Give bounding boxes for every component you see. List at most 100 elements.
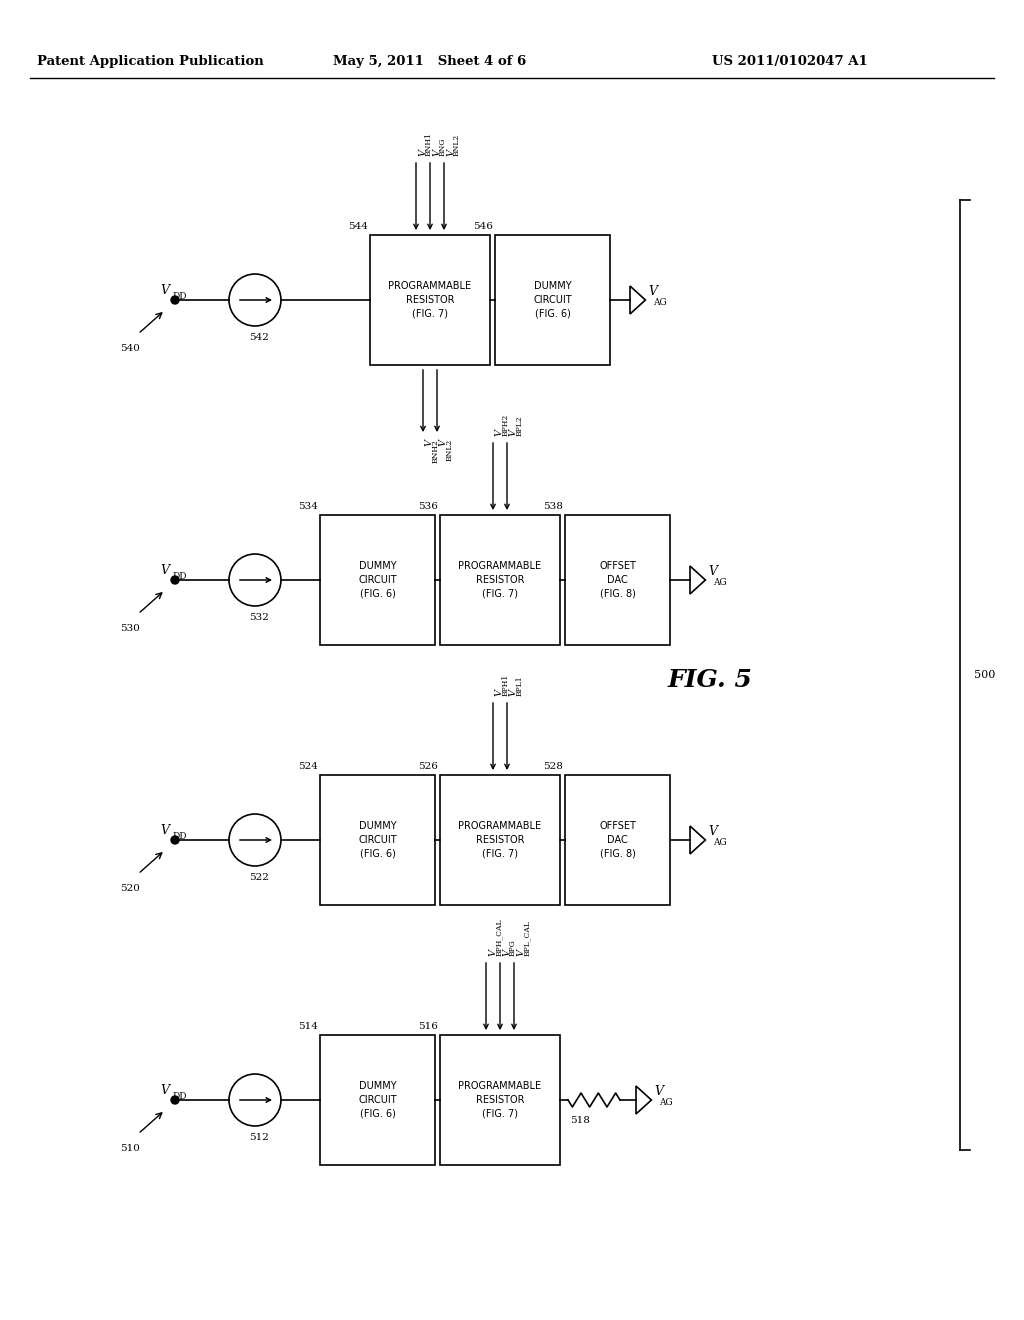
Bar	[319, 775, 435, 906]
Text: 514: 514	[298, 1022, 318, 1031]
Text: PROGRAMMABLE: PROGRAMMABLE	[459, 821, 542, 832]
Text: FIG. 5: FIG. 5	[668, 668, 753, 692]
Text: Patent Application Publication: Patent Application Publication	[37, 55, 263, 69]
Text: 526: 526	[418, 762, 438, 771]
Text: 512: 512	[249, 1133, 269, 1142]
Text: 542: 542	[249, 333, 269, 342]
Text: BPH_CAL: BPH_CAL	[495, 919, 503, 956]
Text: V: V	[432, 149, 441, 156]
Text: DAC: DAC	[607, 576, 628, 585]
Text: DAC: DAC	[607, 836, 628, 845]
Text: CIRCUIT: CIRCUIT	[358, 836, 397, 845]
Text: V: V	[160, 824, 169, 837]
Text: 540: 540	[120, 345, 140, 352]
Text: V: V	[495, 689, 504, 696]
Text: (FIG. 8): (FIG. 8)	[600, 849, 636, 859]
Text: BPL1: BPL1	[516, 676, 524, 696]
Text: CIRCUIT: CIRCUIT	[358, 576, 397, 585]
Text: 538: 538	[543, 502, 563, 511]
Text: PROGRAMMABLE: PROGRAMMABLE	[388, 281, 472, 290]
Text: (FIG. 6): (FIG. 6)	[535, 309, 570, 319]
Text: V: V	[509, 429, 518, 436]
Text: OFFSET: OFFSET	[599, 821, 636, 832]
Circle shape	[171, 1096, 179, 1104]
Text: (FIG. 8): (FIG. 8)	[600, 589, 636, 599]
Text: DUMMY: DUMMY	[358, 1081, 396, 1092]
Text: BNH1: BNH1	[425, 132, 433, 156]
Text: V: V	[160, 564, 169, 577]
Text: V: V	[418, 149, 427, 156]
Text: V: V	[502, 949, 511, 956]
Text: 516: 516	[418, 1022, 438, 1031]
Text: DD: DD	[173, 573, 187, 581]
Text: May 5, 2011   Sheet 4 of 6: May 5, 2011 Sheet 4 of 6	[334, 55, 526, 69]
Text: AG: AG	[659, 1098, 673, 1106]
Text: 528: 528	[543, 762, 563, 771]
Text: RESISTOR: RESISTOR	[476, 836, 524, 845]
Text: OFFSET: OFFSET	[599, 561, 636, 572]
Text: V: V	[439, 440, 449, 446]
Bar	[565, 775, 670, 906]
Text: RESISTOR: RESISTOR	[476, 576, 524, 585]
Text: (FIG. 7): (FIG. 7)	[482, 849, 518, 859]
Text: 522: 522	[249, 873, 269, 882]
Text: (FIG. 6): (FIG. 6)	[359, 849, 395, 859]
Text: 532: 532	[249, 612, 269, 622]
Text: BPG: BPG	[509, 940, 517, 956]
Text: US 2011/0102047 A1: US 2011/0102047 A1	[712, 55, 868, 69]
Text: 534: 534	[298, 502, 318, 511]
Text: 530: 530	[120, 624, 140, 634]
Bar	[370, 235, 490, 366]
Text: BPL_CAL: BPL_CAL	[523, 920, 531, 956]
Text: BPH2: BPH2	[502, 413, 510, 436]
Text: DD: DD	[173, 292, 187, 301]
Bar	[440, 775, 560, 906]
Text: PROGRAMMABLE: PROGRAMMABLE	[459, 561, 542, 572]
Text: (FIG. 6): (FIG. 6)	[359, 1109, 395, 1119]
Text: V: V	[446, 149, 455, 156]
Text: (FIG. 7): (FIG. 7)	[412, 309, 449, 319]
Text: AG: AG	[713, 838, 727, 846]
Bar	[319, 1035, 435, 1166]
Text: AG: AG	[713, 578, 727, 587]
Text: V: V	[495, 429, 504, 436]
Text: V: V	[509, 689, 518, 696]
Text: AG: AG	[653, 298, 667, 306]
Text: (FIG. 6): (FIG. 6)	[359, 589, 395, 599]
Bar	[440, 515, 560, 645]
Text: BNH2: BNH2	[432, 440, 440, 463]
Text: RESISTOR: RESISTOR	[476, 1096, 524, 1105]
Text: CIRCUIT: CIRCUIT	[358, 1096, 397, 1105]
Text: 518: 518	[570, 1115, 590, 1125]
Text: DD: DD	[173, 1093, 187, 1101]
Text: BNL2: BNL2	[446, 440, 454, 461]
Text: PROGRAMMABLE: PROGRAMMABLE	[459, 1081, 542, 1092]
Text: V: V	[488, 949, 497, 956]
Text: (FIG. 7): (FIG. 7)	[482, 589, 518, 599]
Text: DUMMY: DUMMY	[358, 561, 396, 572]
Text: RESISTOR: RESISTOR	[406, 294, 455, 305]
Text: BPL2: BPL2	[516, 416, 524, 436]
Text: BNG: BNG	[439, 137, 447, 156]
Text: DD: DD	[173, 833, 187, 841]
Text: 520: 520	[120, 884, 140, 894]
Text: 500: 500	[974, 671, 995, 680]
Text: DUMMY: DUMMY	[358, 821, 396, 832]
Text: V: V	[654, 1085, 663, 1098]
Text: (FIG. 7): (FIG. 7)	[482, 1109, 518, 1119]
Text: CIRCUIT: CIRCUIT	[534, 294, 571, 305]
Text: BNL2: BNL2	[453, 133, 461, 156]
Text: 524: 524	[298, 762, 318, 771]
Text: 510: 510	[120, 1144, 140, 1152]
Text: V: V	[708, 565, 717, 578]
Bar	[495, 235, 610, 366]
Text: 544: 544	[348, 222, 368, 231]
Bar	[565, 515, 670, 645]
Text: V: V	[648, 285, 657, 298]
Circle shape	[171, 576, 179, 583]
Text: V: V	[516, 949, 525, 956]
Text: DUMMY: DUMMY	[534, 281, 571, 290]
Circle shape	[171, 296, 179, 304]
Text: 536: 536	[418, 502, 438, 511]
Bar	[319, 515, 435, 645]
